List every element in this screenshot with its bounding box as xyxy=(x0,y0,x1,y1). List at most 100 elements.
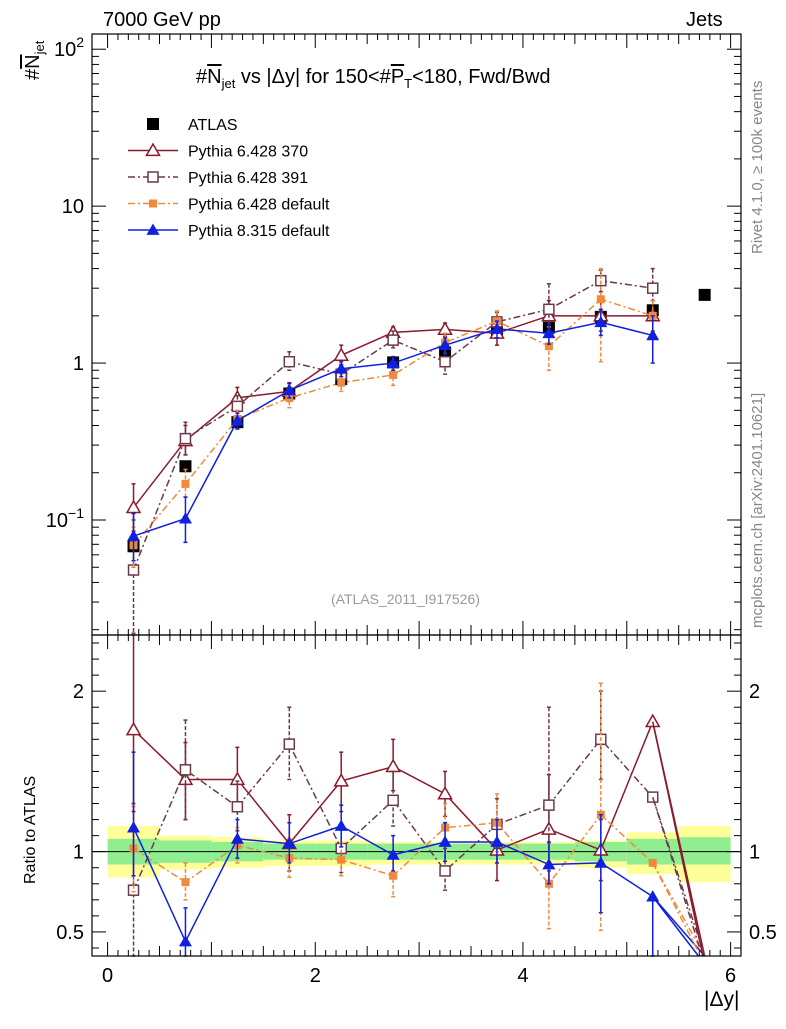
ratio-line-p391 xyxy=(132,738,706,957)
ratio-line-p8def xyxy=(132,825,706,957)
ratio-point-p391-6 xyxy=(439,865,451,877)
ratio-point-p6def-5 xyxy=(389,871,398,880)
ratio-ytick-label-right-0: 0.5 xyxy=(749,922,777,944)
main-point-p8def-1 xyxy=(178,512,192,524)
data-series xyxy=(125,267,711,957)
x-tick-label-1: 2 xyxy=(310,965,321,987)
ratio-line-p370 xyxy=(133,719,706,957)
ratio-point-p391-3 xyxy=(283,738,296,750)
ratio-point-p370-6 xyxy=(437,785,453,800)
main-point-p391-8 xyxy=(543,303,555,316)
ratio-point-p8def-0 xyxy=(127,821,141,833)
ratio-point-p8def-2 xyxy=(230,832,244,844)
main-ytick-label-3: 102 xyxy=(54,34,84,61)
ratio-ytick-label-right-2: 2 xyxy=(749,681,760,703)
main-point-p391-1 xyxy=(179,432,192,445)
ratio-dropoff-p370 xyxy=(652,721,704,957)
title-tail: <180, Fwd/Bwd xyxy=(412,66,551,88)
main-point-p6def-5 xyxy=(389,370,398,379)
x-tick-label-0: 0 xyxy=(102,965,113,987)
ratio-ytick-label-right-1: 1 xyxy=(749,842,760,864)
ratio-point-p6def-1 xyxy=(181,878,190,887)
mcplots-label: mcplots.cern.ch [arXiv:2401.10621] xyxy=(749,392,766,628)
title-p-sub: T xyxy=(404,76,413,91)
ratio-series-p6def xyxy=(129,682,706,957)
main-point-p391-3 xyxy=(283,355,296,368)
ratio-ylabel: Ratio to ATLAS xyxy=(22,775,39,884)
ratio-point-p8def-10 xyxy=(646,890,660,902)
main-ytick-base: 10 xyxy=(46,510,68,532)
main-ytick-exp: 2 xyxy=(76,34,84,50)
ratio-point-p370-10 xyxy=(644,713,661,728)
ylabel-sub: jet xyxy=(32,40,47,55)
main-ytick-label-0: 10−1 xyxy=(46,505,84,532)
ratio-point-p6def-4 xyxy=(337,855,346,864)
legend-marker-p370 xyxy=(145,142,161,157)
ratio-dropoff-p8def xyxy=(652,896,700,957)
legend-label-p6def: Pythia 6.428 default xyxy=(188,197,330,214)
main-point-p8def-4 xyxy=(334,362,348,374)
ratio-point-p8def-8 xyxy=(542,858,556,870)
ratio-point-p8def-4 xyxy=(334,819,348,831)
title-mid: vs |Δy| for 150<# xyxy=(235,66,391,88)
ratio-line-p6def xyxy=(133,813,706,957)
main-point-p8def-3 xyxy=(282,383,296,396)
main-ytick-exp: −1 xyxy=(68,505,84,521)
main-point-p391-5 xyxy=(387,334,399,346)
ylabel-n: N xyxy=(22,54,44,69)
legend-label-atlas: ATLAS xyxy=(188,117,238,134)
main-point-p8def-9 xyxy=(594,315,608,328)
ratio-ytick-label-left-2: 2 xyxy=(73,681,84,703)
legend: ATLAS Pythia 6.428 370 Pythia 6.428 391 Pyt… xyxy=(128,117,330,240)
ratio-point-p8def-6 xyxy=(438,835,452,847)
main-point-p8def-8 xyxy=(542,326,556,339)
main-series-p391 xyxy=(127,267,659,634)
main-point-p8def-5 xyxy=(386,356,400,368)
ratio-point-p391-2 xyxy=(231,800,244,813)
plot-frames xyxy=(91,33,742,957)
x-tick-label-2: 4 xyxy=(517,965,528,987)
main-point-atlas-11 xyxy=(698,288,711,301)
main-point-p8def-0 xyxy=(127,529,141,541)
ratio-point-p391-5 xyxy=(387,794,399,807)
legend-marker-p8def xyxy=(146,223,160,235)
ratio-point-p370-5 xyxy=(385,758,401,773)
main-point-p370-0 xyxy=(125,499,142,514)
main-point-p6def-9 xyxy=(596,295,605,304)
main-series-p6def xyxy=(129,267,657,568)
ratio-point-p370-4 xyxy=(333,773,350,787)
legend-label-p391: Pythia 6.428 391 xyxy=(188,170,308,187)
title-n-sub: jet xyxy=(221,76,236,91)
main-ylabel: #Njet xyxy=(22,41,47,80)
x-axis-label: |Δy| xyxy=(704,988,740,1011)
header-left: 7000 GeV pp xyxy=(103,9,221,31)
main-point-p391-6 xyxy=(439,355,451,368)
ratio-point-p8def-9 xyxy=(594,856,608,868)
legend-label-p370: Pythia 6.428 370 xyxy=(188,144,308,161)
ratio-point-p391-1 xyxy=(179,764,192,776)
main-ytick-label-1: 1 xyxy=(73,353,84,375)
ratio-point-p391-8 xyxy=(543,799,555,811)
legend-marker-atlas xyxy=(147,118,159,130)
main-line-p391 xyxy=(132,279,653,571)
x-tick-label-3: 6 xyxy=(725,965,736,987)
main-point-p6def-4 xyxy=(337,378,346,387)
header-right: Jets xyxy=(686,9,723,31)
main-point-p391-10 xyxy=(646,282,659,294)
main-point-p8def-7 xyxy=(490,322,504,334)
title-n: N xyxy=(207,66,222,88)
ratio-series-p391 xyxy=(127,690,706,957)
ylabel-hash: # xyxy=(22,68,44,80)
ratio-point-p8def-3 xyxy=(282,837,296,849)
main-point-p8def-10 xyxy=(646,328,660,341)
main-point-p6def-8 xyxy=(544,342,553,351)
ratio-ytick-label-left-1: 1 xyxy=(73,842,84,864)
main-point-p8def-2 xyxy=(230,414,244,426)
legend-label-p8def: Pythia 8.315 default xyxy=(188,223,330,240)
ratio-series-p370 xyxy=(125,634,706,957)
ratio-ytick-label-left-0: 0.5 xyxy=(56,922,84,944)
rivet-label: Rivet 4.1.0, ≥ 100k events xyxy=(749,80,766,254)
main-point-p6def-1 xyxy=(181,479,190,488)
